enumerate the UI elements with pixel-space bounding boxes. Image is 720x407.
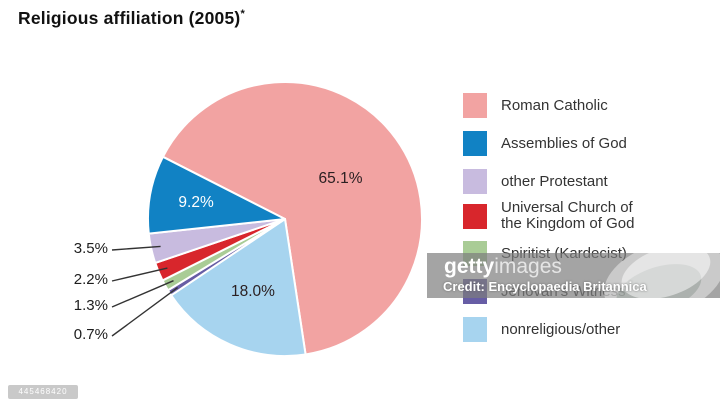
legend-item-universal-church-of-the-kingdom-of-god: Universal Church of the Kingdom of God	[463, 200, 634, 232]
legend-label: other Protestant	[501, 172, 608, 190]
legend-swatch	[463, 169, 487, 194]
leader-line-other-protestant	[111, 245, 161, 251]
image-id-badge: 445468420	[8, 385, 78, 399]
leader-line-spiritist-kardecist	[111, 280, 174, 308]
pie-value-label-assemblies-of-god: 9.2%	[178, 193, 214, 211]
getty-watermark-bar: gettyimages Credit: Encyclopaedia Britan…	[427, 253, 720, 298]
legend-label: Roman Catholic	[501, 96, 608, 114]
chart-title: Religious affiliation (2005)*	[18, 8, 245, 29]
pie-value-label-roman-catholic: 65.1%	[318, 169, 363, 187]
leader-line-universal-church-of-the-kingdom-of-god	[111, 267, 168, 282]
legend-item-nonreligious-other: nonreligious/other	[463, 317, 620, 342]
footnote-marker: *	[240, 8, 245, 21]
legend-swatch	[463, 131, 487, 156]
watermark-swirl-graphic	[603, 253, 720, 298]
legend-item-roman-catholic: Roman Catholic	[463, 93, 608, 118]
legend-label: Universal Church of the Kingdom of God	[501, 199, 635, 232]
pie-slice-assemblies-of-god	[147, 155, 286, 235]
legend-swatch	[463, 93, 487, 118]
callout-label-spiritist-kardecist: 1.3%	[73, 297, 108, 314]
legend-item-other-protestant: other Protestant	[463, 169, 608, 194]
legend-swatch	[463, 203, 487, 229]
callout-label-jehovah-s-witness: 0.7%	[73, 326, 108, 343]
legend-label: nonreligious/other	[501, 320, 621, 338]
pie-slice-nonreligious-other	[170, 218, 307, 357]
legend-item-assemblies-of-god: Assemblies of God	[463, 131, 627, 156]
getty-logo: gettyimages	[444, 255, 562, 279]
getty-logo-light: images	[494, 255, 562, 278]
getty-logo-bold: getty	[444, 255, 495, 278]
pie-slice-roman-catholic	[161, 81, 423, 356]
legend-swatch	[463, 317, 487, 342]
credit-text: Credit: Encyclopaedia Britannica	[443, 279, 647, 294]
callout-label-other-protestant: 3.5%	[73, 240, 108, 257]
legend-label: Assemblies of God	[501, 134, 627, 152]
leader-line-jehovah-s-witness	[111, 287, 179, 337]
pie-value-label-nonreligious-other: 18.0%	[231, 282, 275, 300]
chart-title-text: Religious affiliation (2005)	[18, 8, 241, 28]
callout-label-universal-church-of-the-kingdom-of-god: 2.2%	[73, 271, 108, 288]
